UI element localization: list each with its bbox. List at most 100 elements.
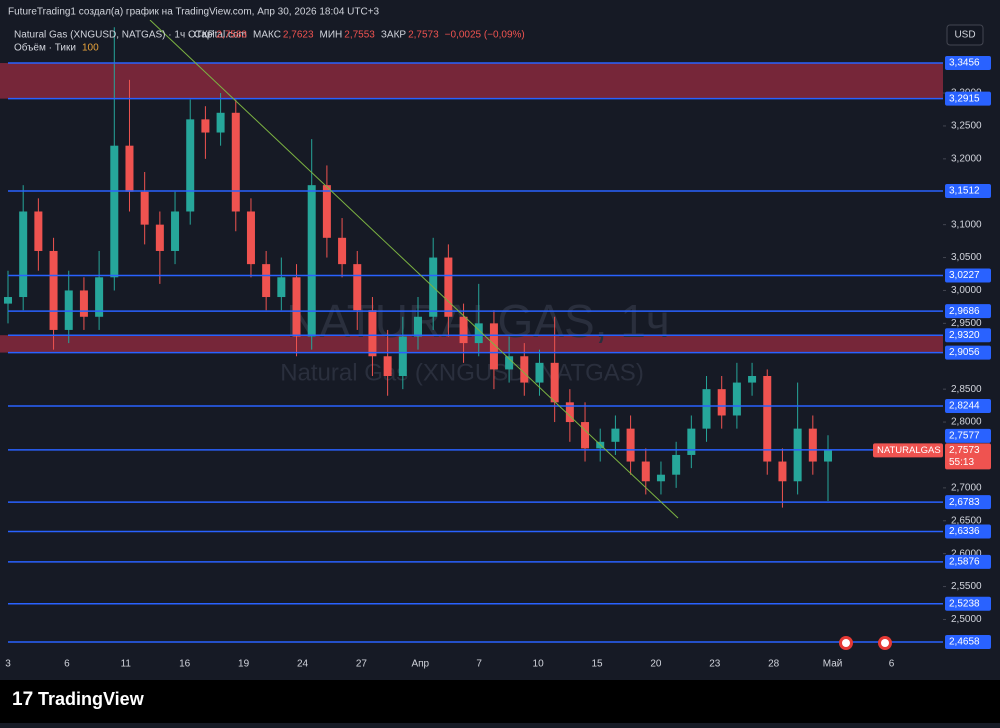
trend-line <box>149 19 679 519</box>
candle-body <box>717 389 726 416</box>
candle-body <box>353 264 362 311</box>
x-tick-label: 20 <box>650 659 662 670</box>
candle-body <box>277 277 286 298</box>
level-label: 2,4658 <box>949 637 980 648</box>
candle-body <box>19 211 28 298</box>
candle-body <box>626 428 635 462</box>
level-label: 2,9686 <box>949 306 980 317</box>
candle-body <box>611 428 620 442</box>
ohlc-label: МИН <box>320 30 343 41</box>
level-label-box <box>945 268 991 283</box>
level-label: 3,2915 <box>949 93 980 104</box>
zone <box>0 63 943 99</box>
level-label: 3,1512 <box>949 186 980 197</box>
top-bar <box>0 0 1000 20</box>
credit: FutureTrading1 создал(а) график на Tradi… <box>8 6 380 18</box>
y-tick-label: 3,0000 <box>951 285 982 296</box>
level-label-box <box>945 399 991 414</box>
candle-body <box>414 316 422 337</box>
candle-body <box>186 119 195 212</box>
level-label: 2,9320 <box>949 330 980 341</box>
x-tick-label: 15 <box>591 659 603 670</box>
axes: 3,30003,25003,20003,10003,05003,00002,95… <box>5 56 991 670</box>
y-tick-label: 2,8500 <box>951 384 982 395</box>
footer <box>0 680 1000 723</box>
price-tag-countdown: 55:13 <box>949 457 974 468</box>
ohlc-value: 2,7623 <box>283 30 314 41</box>
candle-body <box>140 191 149 225</box>
candle-body <box>398 336 407 376</box>
candle-body <box>565 402 574 423</box>
candle-body <box>687 428 696 455</box>
candle-body <box>732 382 741 416</box>
level-label: 2,5876 <box>949 556 980 567</box>
level-label-box <box>945 328 991 343</box>
level-label-box <box>945 183 991 198</box>
zone <box>0 335 943 353</box>
volume-value: 100 <box>82 43 99 54</box>
x-tick-label: 24 <box>297 659 309 670</box>
candle-body <box>672 454 681 475</box>
y-tick-label: 2,9500 <box>951 318 982 329</box>
ohlc-label: ОТКР <box>188 30 215 41</box>
candle-body <box>231 112 240 212</box>
y-tick-label: 3,1000 <box>951 219 982 230</box>
zones <box>0 63 943 353</box>
level-label-box <box>945 554 991 569</box>
level-label-box <box>945 56 991 71</box>
level-label: 2,7577 <box>949 431 980 442</box>
level-label-box <box>945 524 991 539</box>
candle-body <box>368 310 377 357</box>
event-icon-inner <box>881 639 889 647</box>
candle-body <box>155 224 164 251</box>
x-tick-label: 6 <box>889 659 895 670</box>
y-tick-label: 3,2000 <box>951 153 982 164</box>
candle-body <box>322 185 331 238</box>
ohlc-value: 2,7573 <box>408 30 439 41</box>
x-tick-label: Апр <box>411 659 429 670</box>
y-tick-label: 2,7000 <box>951 483 982 494</box>
candle-body <box>292 277 301 337</box>
level-label: 2,8244 <box>949 401 980 412</box>
candle-body <box>383 356 392 376</box>
symbol: Natural Gas (XNGUSD, NATGAS) · 1ч · Capi… <box>14 30 247 41</box>
candle-body <box>763 375 772 462</box>
x-tick-label: 11 <box>121 659 132 670</box>
candle-body <box>505 356 514 370</box>
candle-body <box>581 422 590 449</box>
level-label-box <box>945 345 991 360</box>
level-label: 2,5238 <box>949 598 980 609</box>
y-tick-label: 3,0500 <box>951 252 982 263</box>
candle-body <box>4 297 12 304</box>
level-label-box <box>945 495 991 510</box>
ohlc-label: МАКС <box>253 30 281 41</box>
level-label-box <box>945 91 991 106</box>
candle-body <box>64 290 73 330</box>
candle-body <box>79 290 88 317</box>
candle-body <box>520 356 529 383</box>
candle-body <box>34 211 43 251</box>
candle-body <box>808 428 817 462</box>
x-tick-label: 27 <box>356 659 368 670</box>
candle-body <box>793 428 802 482</box>
candle-body <box>125 145 134 192</box>
level-label: 3,0227 <box>949 270 980 281</box>
price-tag-name: NATURALGAS <box>877 445 941 456</box>
level-label: 2,6783 <box>949 497 980 508</box>
ohlc-label: ЗАКР <box>381 30 407 41</box>
candle-body <box>171 211 180 251</box>
y-tick-label: 2,5500 <box>951 581 982 592</box>
candle-body <box>95 277 104 317</box>
candle-body <box>702 389 711 429</box>
currency[interactable]: USD <box>954 30 975 41</box>
price-tag-name-box <box>873 443 943 458</box>
y-tick-label: 3,2500 <box>951 121 982 132</box>
candle-body <box>535 362 544 383</box>
logo-mark: 17 <box>12 689 33 710</box>
x-tick-label: Май <box>823 659 843 670</box>
ohlc-value: 2,7583 <box>216 30 247 41</box>
candle-body <box>474 323 483 344</box>
price-tag-price: 2,7573 <box>949 445 980 456</box>
currency-button[interactable] <box>946 24 984 46</box>
